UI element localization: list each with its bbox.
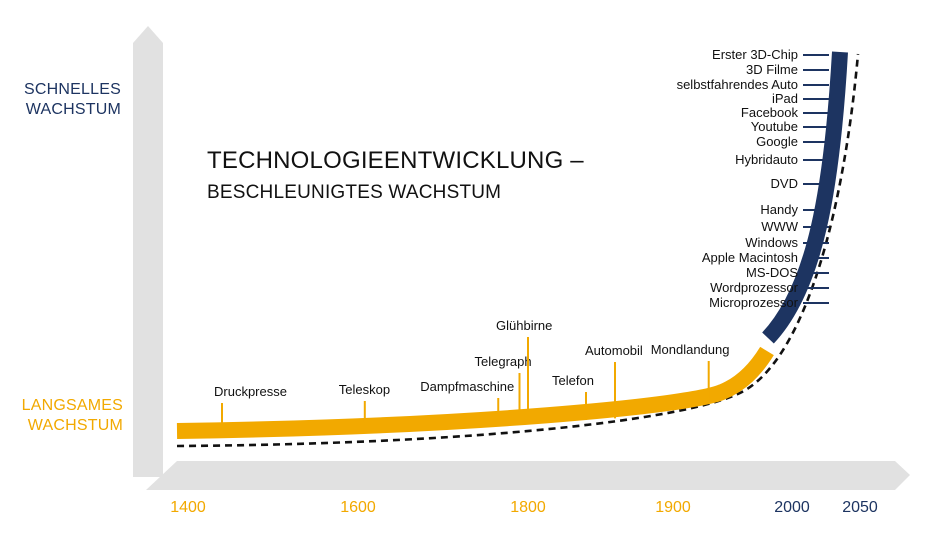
event-label-druckpresse: Druckpresse [214, 384, 287, 399]
event-label-telefon: Telefon [552, 373, 594, 388]
fast-event-label-erster-3d-chip: Erster 3D-Chip [712, 47, 798, 62]
slow-events-group: Druckpresse Teleskop Dampfmaschine Telegrap… [214, 318, 729, 424]
fast-event-label-google: Google [756, 134, 798, 149]
slow-growth-group [176, 346, 774, 439]
fast-growth-label: SCHNELLES WACHSTUM [24, 80, 121, 120]
fast-event-label-youtube: Youtube [751, 119, 798, 134]
event-label-glühbirne: Glühbirne [496, 318, 552, 333]
fast-growth-label-line1: SCHNELLES [24, 81, 121, 98]
fast-event-label-wordprozessor: Wordprozessor [710, 280, 799, 295]
fast-event-label-www: WWW [761, 219, 799, 234]
event-label-teleskop: Teleskop [339, 382, 390, 397]
dashed-reference-curve [176, 53, 860, 448]
x-ticks-group: 1400 1600 1800 1900 2000 2050 [170, 499, 878, 516]
x-tick-1800: 1800 [510, 499, 546, 516]
fast-event-label-3d-filme: 3D Filme [746, 62, 798, 77]
fast-event-label-apple-macintosh: Apple Macintosh [702, 250, 798, 265]
event-label-telegraph: Telegraph [475, 354, 532, 369]
x-tick-1900: 1900 [655, 499, 691, 516]
chart-title-block: TECHNOLOGIEENTWICKLUNG – BESCHLEUNIGTES … [207, 146, 584, 208]
event-label-dampfmaschine: Dampfmaschine [420, 379, 514, 394]
slow-growth-label: LANGSAMES WACHSTUM [22, 396, 123, 436]
chart-title: TECHNOLOGIEENTWICKLUNG – [207, 147, 584, 174]
x-axis-arrow [146, 461, 910, 490]
slow-growth-band [176, 346, 774, 439]
fast-event-label-windows: Windows [745, 235, 798, 250]
fast-growth-label-line2: WACHSTUM [25, 101, 121, 118]
x-tick-2000: 2000 [774, 499, 810, 516]
event-label-automobil: Automobil [585, 343, 643, 358]
fast-event-label-microprozessor: Microprozessor [709, 295, 799, 310]
fast-event-label-ms-dos: MS-DOS [746, 265, 798, 280]
dashed-curve-group [176, 53, 860, 448]
fast-event-label-facebook: Facebook [741, 105, 799, 120]
chart-subtitle: BESCHLEUNIGTES WACHSTUM [207, 182, 502, 203]
x-tick-1600: 1600 [340, 499, 376, 516]
event-label-mondlandung: Mondlandung [651, 342, 730, 357]
slow-growth-label-line1: LANGSAMES [21, 397, 123, 414]
slow-growth-label-line2: WACHSTUM [27, 417, 123, 434]
x-tick-2050: 2050 [842, 499, 878, 516]
fast-event-label-dvd: DVD [771, 176, 798, 191]
x-tick-1400: 1400 [170, 499, 206, 516]
fast-event-label-handy: Handy [760, 202, 798, 217]
y-axis-arrow [133, 26, 163, 477]
fast-event-label-ipad: iPad [772, 91, 798, 106]
fast-event-label-selbstfahrendes-auto: selbstfahrendes Auto [677, 77, 798, 92]
fast-event-label-hybridauto: Hybridauto [735, 152, 798, 167]
